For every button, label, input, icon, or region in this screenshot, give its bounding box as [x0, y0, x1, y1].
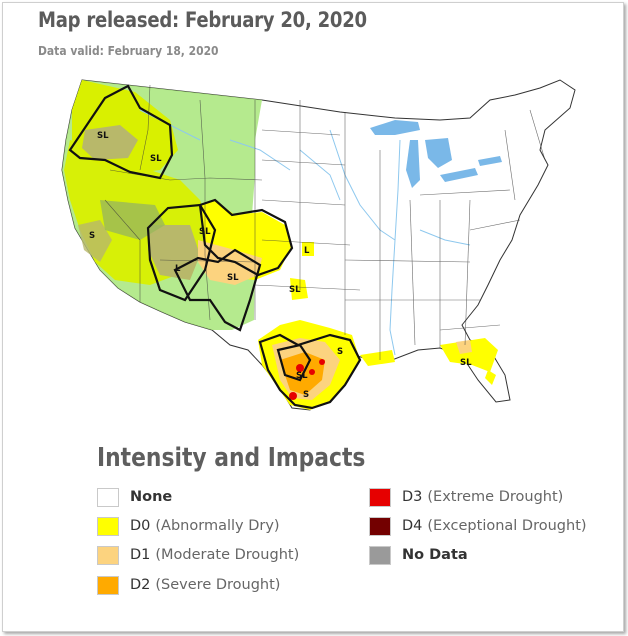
legend-swatch — [97, 487, 119, 507]
lake-erie — [440, 168, 478, 182]
impact-label-8: SL — [289, 285, 301, 295]
lake-huron — [425, 138, 452, 168]
lake-ontario — [478, 156, 502, 166]
legend-swatch — [97, 575, 119, 595]
d0-florida-south — [485, 370, 496, 385]
impact-label-7: SL — [227, 273, 239, 283]
d0-florida — [440, 338, 498, 372]
d3-texas-4 — [289, 392, 297, 400]
d1-florida — [456, 340, 472, 354]
legend-swatch — [369, 545, 391, 565]
d1-oregon — [82, 125, 138, 160]
d1-california — [78, 220, 112, 262]
d3-texas-2 — [309, 369, 315, 375]
legend-swatch — [369, 516, 391, 536]
legend-swatch — [97, 545, 119, 565]
legend-code: D4 — [402, 518, 423, 534]
impact-label-5: L — [304, 246, 310, 256]
legend-item-no-data: No Data — [369, 545, 468, 565]
impact-label-2: SL — [150, 154, 162, 164]
legend-code: D0 — [130, 518, 151, 534]
lake-michigan — [406, 140, 420, 188]
legend-swatch — [369, 487, 391, 507]
d0-kansas-spot — [290, 278, 308, 300]
impact-label-11: S — [303, 390, 309, 400]
legend-swatch — [97, 516, 119, 536]
legend-name: (Exceptional Drought) — [427, 518, 587, 534]
legend-item-d1: D1 (Moderate Drought) — [97, 545, 299, 565]
d3-texas-1 — [296, 364, 304, 372]
d0-gulf-coast — [360, 350, 395, 366]
impact-label-10: SL — [296, 371, 308, 381]
d1-colorado — [198, 240, 262, 285]
impact-label-4: SL — [199, 227, 211, 237]
impact-label-3: S — [89, 231, 95, 241]
legend-item-d0: D0 (Abnormally Dry) — [97, 516, 280, 536]
legend-code: No Data — [402, 547, 468, 563]
legend-item-d3: D3 (Extreme Drought) — [369, 487, 563, 507]
impact-label-1: SL — [97, 131, 109, 141]
legend-item-d2: D2 (Severe Drought) — [97, 575, 280, 595]
d0-nebraska-spot — [302, 242, 314, 256]
lake-superior — [370, 120, 420, 135]
legend-name: (Abnormally Dry) — [155, 518, 280, 534]
legend-name: (Severe Drought) — [155, 577, 281, 593]
legend-code: D1 — [130, 547, 151, 563]
legend-code: D2 — [130, 577, 151, 593]
impact-outlines — [68, 84, 362, 410]
legend-code: None — [130, 489, 173, 505]
legend-name: (Extreme Drought) — [427, 489, 564, 505]
legend-title: Intensity and Impacts — [97, 443, 366, 473]
impact-label-6: L — [175, 264, 181, 274]
d1-utah — [148, 225, 200, 280]
d3-texas-3 — [319, 359, 325, 365]
data-valid-date: Data valid: February 18, 2020 — [38, 43, 219, 58]
legend-item-d4: D4 (Exceptional Drought) — [369, 516, 587, 536]
rivers — [139, 109, 471, 356]
impact-label-12: SL — [460, 358, 472, 368]
legend-code: D3 — [402, 489, 423, 505]
legend-item-none: None — [97, 487, 172, 507]
drought-map: SL SL S SL L L SL SL S SL S SL — [61, 79, 576, 411]
impact-label-9: S — [337, 347, 343, 357]
legend-name: (Moderate Drought) — [155, 547, 300, 563]
map-title: Map released: February 20, 2020 — [38, 8, 367, 32]
